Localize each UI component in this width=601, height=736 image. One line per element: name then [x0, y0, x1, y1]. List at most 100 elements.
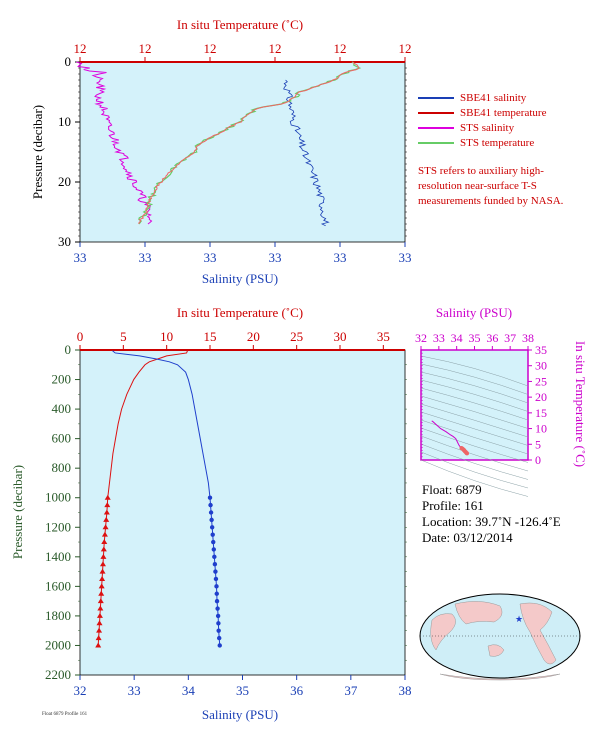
- top-temp-tick-label: 12: [74, 41, 87, 56]
- salinity-sample-marker: [214, 591, 219, 596]
- density-contour: [420, 403, 529, 438]
- density-contour: [420, 371, 529, 404]
- bottom-temp-tick-label: 25: [290, 329, 303, 344]
- salinity-sample-marker: [214, 584, 219, 589]
- density-contour: [420, 355, 529, 387]
- temperature-sample-marker: [96, 620, 103, 626]
- top-sal-tick-label: 33: [334, 250, 347, 265]
- float-location: Location: 39.7˚N -126.4˚E: [422, 514, 561, 529]
- top-sal-tick-label: 33: [204, 250, 217, 265]
- temperature-sample-marker: [99, 561, 106, 567]
- top-sal-tick-label: 33: [74, 250, 87, 265]
- ts-sal-tick-label: 33: [433, 331, 445, 345]
- salinity-sample-marker: [207, 495, 213, 500]
- salinity-sample-marker: [212, 562, 218, 567]
- temperature-sample-marker: [96, 627, 103, 633]
- bottom-pressure-tick-label: 2200: [45, 667, 71, 682]
- salinity-sample-marker: [211, 547, 216, 552]
- salinity-sample-marker: [211, 539, 216, 545]
- near-surface-panel: 12 12 12 12 12 12 33 33 33 33 33 33 0 10 20 30 In situ …: [30, 17, 412, 286]
- map-land-australia: [487, 644, 505, 657]
- top-sal-tick-label: 33: [269, 250, 282, 265]
- legend-swatch: [418, 111, 454, 114]
- near-surface-pressure-axis-title: Pressure (decibar): [30, 105, 45, 199]
- salinity-sample-marker: [213, 576, 219, 582]
- sts-salinity-curve: [76, 61, 153, 225]
- top-pressure-tick-label: 10: [58, 114, 71, 129]
- top-temp-tick-label: 12: [204, 41, 217, 56]
- footer-id: Float 6879 Profile 161: [42, 712, 88, 717]
- salinity-sample-marker: [209, 525, 215, 530]
- ts-temp-tick-label: 10: [535, 422, 547, 436]
- near-surface-plot-area: [79, 61, 406, 243]
- salinity-sample-marker: [216, 628, 221, 633]
- legend-label: SBE41 temperature: [460, 106, 547, 119]
- salinity-sample-marker: [217, 635, 222, 641]
- ts-temp-tick-label: 15: [535, 406, 547, 420]
- salinity-sample-marker: [210, 532, 215, 537]
- bottom-temp-tick-label: 10: [160, 329, 173, 344]
- bottom-pressure-tick-label: 800: [52, 460, 72, 475]
- bottom-sal-tick-label: 35: [236, 683, 249, 698]
- sbe41-salinity-curve: [283, 79, 330, 227]
- top-temp-tick-label: 12: [334, 41, 347, 56]
- top-temp-tick-label: 12: [269, 41, 282, 56]
- ts-temp-tick-label: 20: [535, 390, 547, 404]
- sbe41-temperature-curve: [138, 61, 360, 225]
- near-surface-temperature-axis-title: In situ Temperature (˚C): [177, 17, 303, 32]
- top-pressure-tick-label: 20: [58, 174, 71, 189]
- salinity-sample-marker: [209, 517, 214, 523]
- map-land-asia: [454, 601, 503, 625]
- top-sal-tick-label: 33: [399, 250, 412, 265]
- profile-date: Date: 03/12/2014: [422, 530, 513, 545]
- temperature-sample-marker: [100, 546, 107, 552]
- ts-sal-tick-label: 36: [486, 331, 498, 345]
- top-pressure-tick-label: 30: [58, 234, 71, 249]
- temperature-sample-marker: [104, 494, 111, 500]
- float-location-marker: ★: [515, 614, 523, 624]
- bottom-pressure-tick-label: 0: [65, 342, 72, 357]
- full-profile-pressure-axis-title: Pressure (decibar): [10, 465, 25, 559]
- salinity-sample-marker: [212, 554, 217, 560]
- density-contour: [420, 379, 529, 412]
- bottom-pressure-tick-label: 200: [52, 372, 72, 387]
- legend-item-sbe41-temperature: SBE41 temperature: [418, 105, 546, 120]
- map-land-africa-europe: [430, 613, 456, 651]
- top-temp-tick-label: 12: [399, 41, 412, 56]
- sts-note: STS refers to auxiliary high-resolution …: [418, 165, 564, 207]
- top-pressure-tick-label: 0: [65, 54, 72, 69]
- salinity-sample-marker: [216, 621, 221, 626]
- legend-item-sbe41-salinity: SBE41 salinity: [418, 90, 546, 105]
- bottom-sal-tick-label: 33: [128, 683, 141, 698]
- ts-temp-tick-label: 5: [535, 437, 541, 451]
- bottom-sal-tick-label: 36: [290, 683, 304, 698]
- temperature-sample-marker: [97, 605, 104, 611]
- salinity-sample-marker: [215, 613, 221, 619]
- bottom-temp-tick-label: 15: [204, 329, 217, 344]
- bottom-temp-tick-label: 20: [247, 329, 260, 344]
- ts-temp-tick-label: 0: [535, 453, 541, 467]
- ts-temp-tick-label: 30: [535, 359, 547, 373]
- bottom-temp-tick-label: 0: [77, 329, 84, 344]
- temperature-sample-marker: [95, 635, 102, 641]
- ts-sal-tick-label: 34: [451, 331, 463, 345]
- bottom-temp-tick-label: 30: [334, 329, 347, 344]
- legend-item-sts-temperature: STS temperature: [418, 135, 546, 150]
- salinity-profile-line: [112, 350, 221, 646]
- legend-item-sts-salinity: STS salinity: [418, 120, 546, 135]
- temperature-sample-marker: [104, 502, 111, 508]
- salinity-sample-marker: [217, 643, 222, 648]
- density-contour: [420, 443, 529, 480]
- bottom-sal-tick-label: 34: [182, 683, 196, 698]
- top-sal-tick-label: 33: [139, 250, 152, 265]
- temperature-sample-marker: [101, 539, 108, 545]
- profile-number: Profile: 161: [422, 498, 484, 513]
- bottom-pressure-tick-label: 1400: [45, 549, 71, 564]
- temperature-sample-marker: [103, 509, 110, 515]
- ts-sal-tick-label: 37: [504, 331, 516, 345]
- temperature-sample-marker: [103, 516, 110, 522]
- temperature-sample-marker: [98, 583, 105, 589]
- ts-sal-tick-label: 35: [469, 331, 481, 345]
- full-profile-temperature-axis-title: In situ Temperature (˚C): [177, 305, 303, 320]
